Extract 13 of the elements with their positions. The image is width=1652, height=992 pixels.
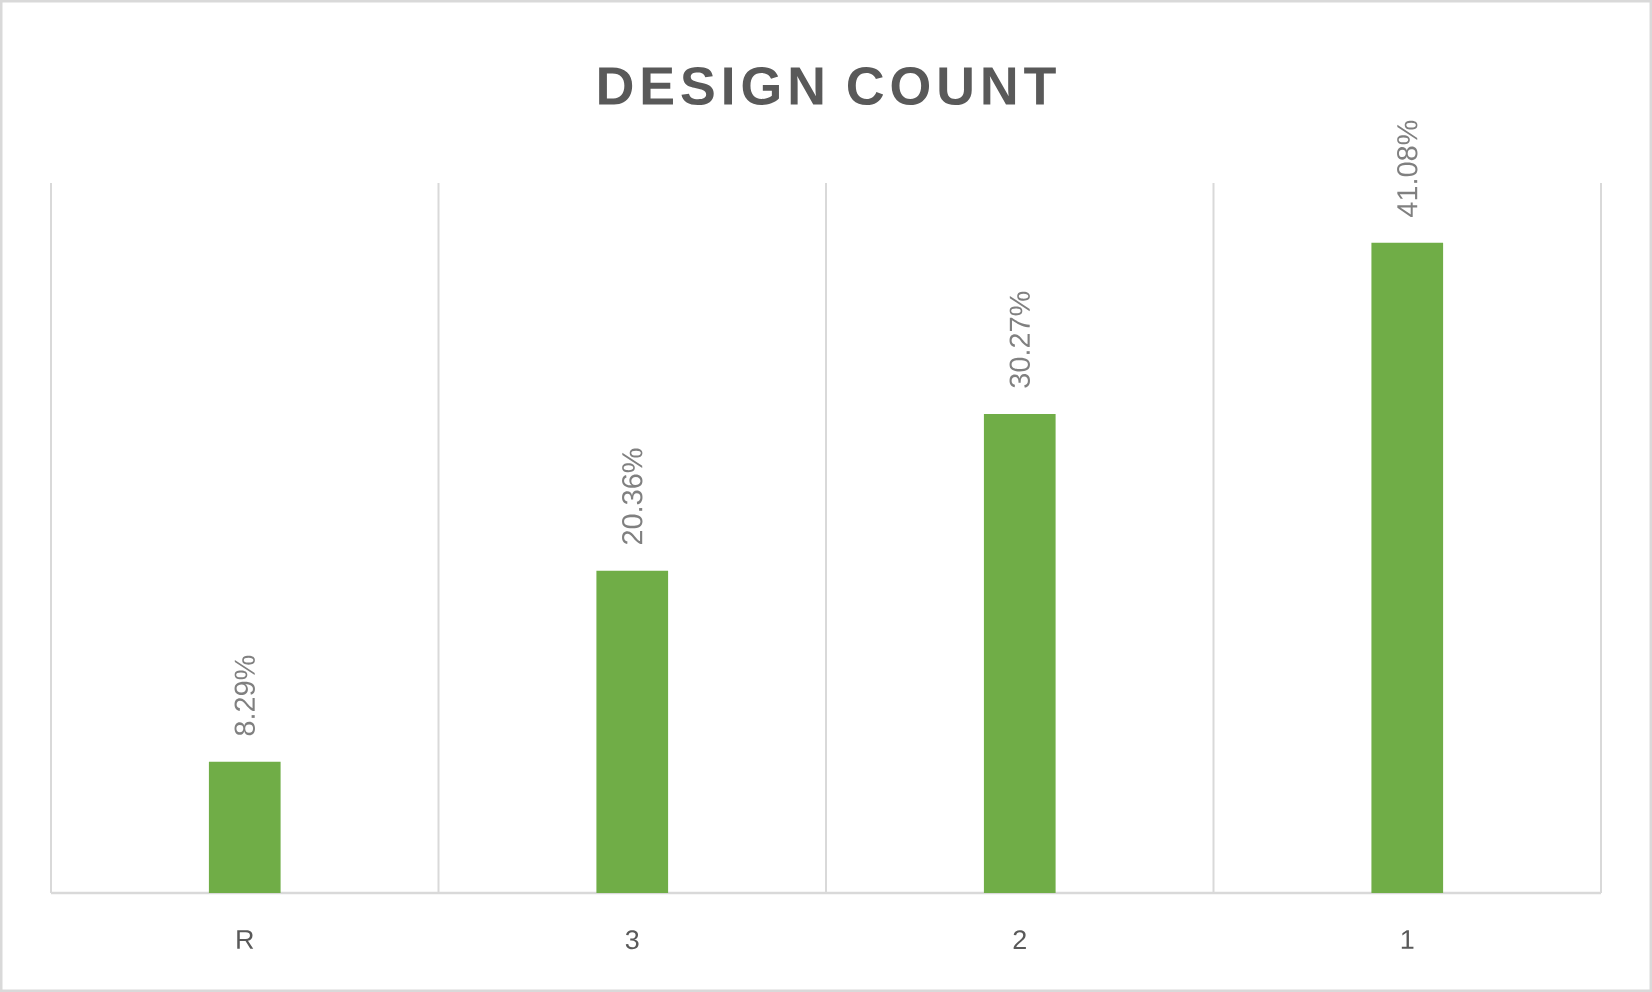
x-tick-label: 2 bbox=[1013, 930, 1026, 949]
bar bbox=[983, 413, 1056, 893]
data-label: 41.08% bbox=[1397, 120, 1418, 217]
x-tick-label: 3 bbox=[625, 930, 639, 950]
bar bbox=[1371, 242, 1444, 893]
bar bbox=[596, 570, 669, 893]
data-label: 30.27% bbox=[1009, 291, 1030, 388]
x-tick-label: 1 bbox=[1401, 930, 1414, 949]
x-tick-label: R bbox=[237, 930, 254, 949]
bar bbox=[208, 761, 281, 893]
data-label: 20.36% bbox=[622, 448, 643, 545]
data-label: 8.29% bbox=[234, 655, 255, 736]
chart-title: DESIGN COUNT bbox=[599, 66, 1056, 106]
